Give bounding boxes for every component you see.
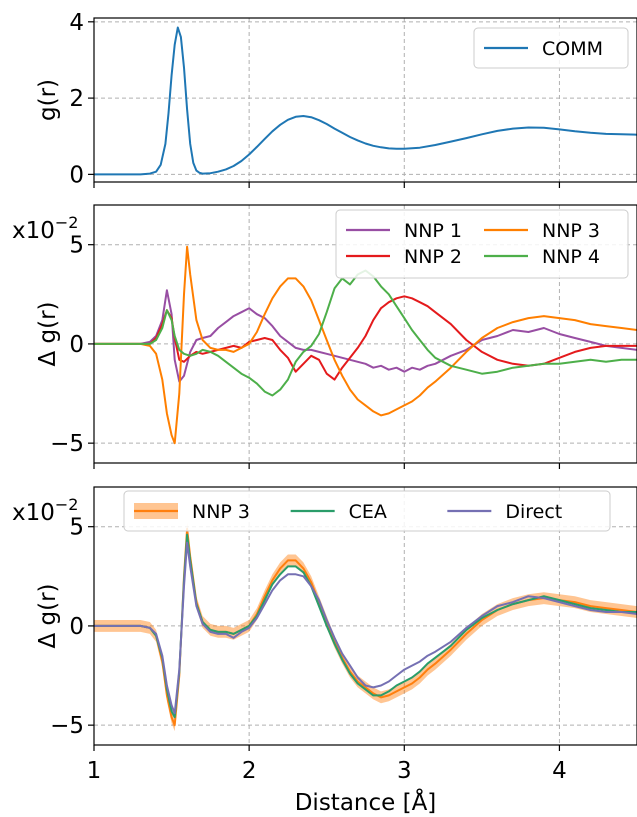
series-line-3 bbox=[94, 245, 637, 445]
y-axis-label: Δ g(r) bbox=[35, 301, 61, 366]
y-axis-label: g(r) bbox=[35, 79, 61, 121]
legend-label: COMM bbox=[542, 38, 603, 60]
legend-label: CEA bbox=[349, 501, 387, 523]
panel-2: −5 0 5 Δ g(r) x10−2 NNP 1 NNP 2 NNP 3 NNP 4 bbox=[12, 204, 637, 469]
y-tick-label: 0 bbox=[69, 614, 84, 640]
series-line-2 bbox=[94, 533, 637, 719]
legend-label: NNP 1 bbox=[404, 220, 462, 242]
legend-label: NNP 3 bbox=[542, 220, 600, 242]
legend: NNP 1 NNP 2 NNP 3 NNP 4 bbox=[335, 209, 629, 279]
axes-frame bbox=[93, 17, 637, 183]
series-line-2 bbox=[94, 295, 637, 381]
series-line-4 bbox=[94, 269, 637, 397]
legend-box bbox=[473, 27, 629, 69]
legend-label: NNP 2 bbox=[404, 246, 462, 268]
axes-frame bbox=[93, 486, 637, 746]
y-tick-label: 2 bbox=[69, 86, 84, 112]
legend-box bbox=[335, 209, 629, 279]
legend-label: NNP 4 bbox=[542, 246, 600, 268]
x-tick-label: 2 bbox=[242, 758, 257, 784]
x-tick-label: 4 bbox=[552, 758, 567, 784]
y-tick-label: −5 bbox=[50, 713, 84, 739]
series-group bbox=[94, 245, 637, 445]
y-axis-label: Δ g(r) bbox=[35, 583, 61, 648]
x-axis-label: Distance [Å] bbox=[295, 788, 437, 816]
scale-label: x10−2 bbox=[12, 495, 78, 526]
legend: COMM bbox=[473, 27, 629, 69]
legend-box bbox=[123, 490, 611, 532]
series-line-1 bbox=[94, 527, 637, 727]
y-tick-label: 5 bbox=[69, 515, 84, 541]
y-tick-label: 0 bbox=[69, 162, 84, 188]
series-group bbox=[94, 522, 637, 732]
series-line-1 bbox=[94, 289, 637, 383]
scale-label: x10−2 bbox=[12, 213, 78, 244]
series-line-1 bbox=[94, 26, 637, 176]
y-tick-label: 0 bbox=[69, 332, 84, 358]
y-tick-label: 4 bbox=[69, 10, 84, 36]
panel-1: 0 2 4 g(r) COMM bbox=[35, 10, 637, 188]
y-tick-label: −5 bbox=[50, 431, 84, 457]
axes-frame bbox=[93, 204, 637, 464]
x-tick-label: 1 bbox=[87, 758, 102, 784]
legend-label: NNP 3 bbox=[192, 501, 250, 523]
panel-3: −5 0 5 1 2 3 4 Δ g(r) x10−2 Distance [Å] NNP 3 CEA D… bbox=[12, 486, 637, 816]
series-line-3 bbox=[94, 541, 637, 715]
x-tick-label: 3 bbox=[397, 758, 412, 784]
y-tick-label: 5 bbox=[69, 233, 84, 259]
legend: NNP 3 CEA Direct bbox=[123, 490, 611, 532]
series-group bbox=[94, 26, 637, 176]
legend-label: Direct bbox=[505, 501, 562, 523]
